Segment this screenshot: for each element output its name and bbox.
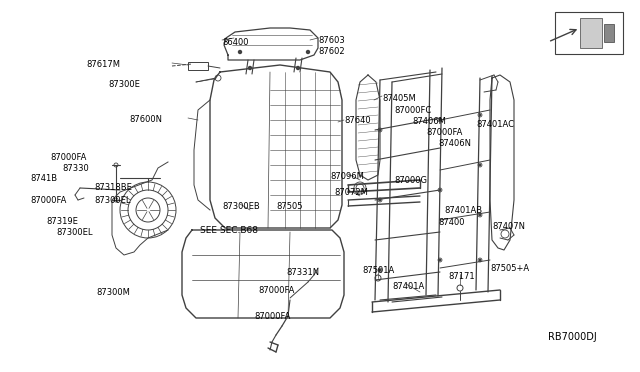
Circle shape: [307, 51, 310, 54]
Text: 87331N: 87331N: [286, 268, 319, 277]
Text: 87318BE: 87318BE: [94, 183, 132, 192]
Bar: [580, 18, 602, 48]
Text: 87400: 87400: [438, 218, 465, 227]
Text: 87602: 87602: [318, 47, 344, 56]
Text: 87407N: 87407N: [492, 222, 525, 231]
Bar: [604, 24, 614, 42]
Text: 87501A: 87501A: [362, 266, 394, 275]
Text: 87000FC: 87000FC: [394, 106, 431, 115]
Text: 86400: 86400: [222, 38, 248, 47]
Text: 87600N: 87600N: [129, 115, 162, 124]
Text: 87505: 87505: [276, 202, 303, 211]
Text: RB7000DJ: RB7000DJ: [548, 332, 596, 342]
Circle shape: [379, 199, 381, 201]
Text: 87330: 87330: [62, 164, 89, 173]
Text: 87319E: 87319E: [46, 217, 78, 226]
Text: SEE SEC.B68: SEE SEC.B68: [200, 226, 258, 235]
Bar: [555, 12, 623, 54]
Text: 87401AC: 87401AC: [476, 120, 514, 129]
Text: 87072M: 87072M: [334, 188, 368, 197]
Circle shape: [296, 67, 300, 70]
Text: 87000FA: 87000FA: [254, 312, 291, 321]
Text: 87300EL: 87300EL: [56, 228, 93, 237]
Text: 87300E: 87300E: [108, 80, 140, 89]
Circle shape: [479, 259, 481, 261]
Text: 87300EB: 87300EB: [222, 202, 260, 211]
Circle shape: [439, 189, 441, 191]
Circle shape: [379, 269, 381, 271]
Text: 87640: 87640: [344, 116, 371, 125]
Circle shape: [479, 214, 481, 216]
Circle shape: [239, 51, 241, 54]
Text: 87000FA: 87000FA: [50, 153, 86, 162]
Bar: [188, 62, 208, 70]
Text: 87000G: 87000G: [394, 176, 427, 185]
Circle shape: [248, 67, 252, 70]
Text: 87171: 87171: [448, 272, 475, 281]
Text: 87617M: 87617M: [86, 60, 120, 69]
Circle shape: [439, 119, 441, 121]
Text: 87401A: 87401A: [392, 282, 424, 291]
Text: 87000FA: 87000FA: [258, 286, 294, 295]
Circle shape: [479, 114, 481, 116]
Circle shape: [479, 164, 481, 166]
Text: 8741B: 8741B: [30, 174, 57, 183]
Text: 87405M: 87405M: [382, 94, 416, 103]
Text: 87406N: 87406N: [438, 139, 471, 148]
Text: 87300M: 87300M: [96, 288, 130, 297]
Text: 87300EL: 87300EL: [94, 196, 131, 205]
Circle shape: [379, 129, 381, 131]
Text: 87096M: 87096M: [330, 172, 364, 181]
Text: 87000FA: 87000FA: [426, 128, 462, 137]
Text: 87505+A: 87505+A: [490, 264, 529, 273]
Text: 87603: 87603: [318, 36, 345, 45]
Text: 87401AB: 87401AB: [444, 206, 482, 215]
Circle shape: [439, 259, 441, 261]
Text: 87000FA: 87000FA: [30, 196, 67, 205]
Text: 87406M: 87406M: [412, 117, 446, 126]
